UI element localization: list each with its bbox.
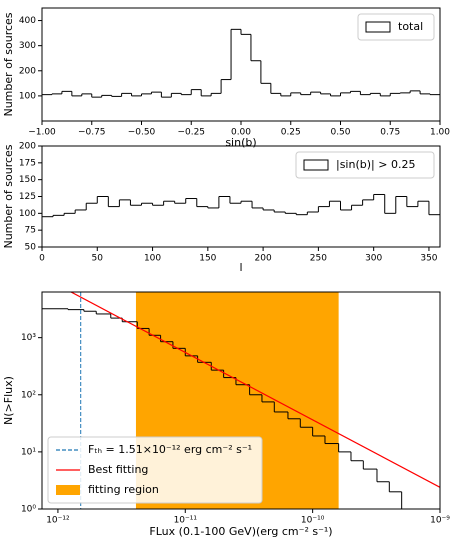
y-tick-label: 175 — [19, 158, 36, 168]
panel: 10⁻¹² 10⁻¹¹ 10⁻¹⁰ 10⁻⁹ 10⁰ 10¹ 10² 10³ FLux (0.1… — [2, 291, 450, 538]
x-tick-label: 250 — [310, 254, 327, 264]
y-tick-label: 400 — [19, 16, 36, 26]
fit-line — [69, 292, 440, 488]
y-axis-label: Number of sources — [2, 144, 15, 248]
y-tick-label: 50 — [25, 243, 37, 253]
y-tick-label: 300 — [19, 41, 36, 51]
legend-swatch — [365, 21, 391, 33]
y-axis-label: N(>Flux) — [2, 376, 15, 425]
legend: |sin(b)| > 0.25 — [295, 151, 435, 179]
y-tick-label: 10² — [21, 390, 36, 400]
x-tick-label: 0.00 — [231, 128, 251, 138]
y-tick-label: 100 — [19, 209, 36, 219]
y-tick-label: 10³ — [21, 333, 36, 343]
legend-label: Fₜₕ = 1.51×10⁻¹² erg cm⁻² s⁻¹ — [88, 443, 252, 456]
legend-label: |sin(b)| > 0.25 — [336, 158, 415, 171]
legend-label: fitting region — [88, 483, 159, 496]
y-tick-label: 100 — [19, 91, 36, 101]
x-tick-label: −0.25 — [177, 128, 205, 138]
x-tick-label: −0.50 — [128, 128, 156, 138]
panel: −1.00 −0.75 −0.50 −0.25 0.00 0.25 0.50 0.75 1.00… — [2, 7, 450, 149]
legend-swatch — [303, 159, 329, 171]
legend-swatch — [56, 485, 80, 495]
legend-box — [47, 436, 263, 504]
x-tick-label: 10⁻¹² — [46, 516, 70, 526]
x-tick-label: 1.00 — [430, 128, 450, 138]
x-tick-label: 10⁻¹⁰ — [301, 516, 325, 526]
legend: Fₜₕ = 1.51×10⁻¹² erg cm⁻² s⁻¹ Best fittin… — [47, 436, 263, 504]
y-tick-label: 150 — [19, 175, 36, 185]
y-axis-label: Number of sources — [2, 12, 15, 116]
x-tick-label: 150 — [199, 254, 216, 264]
y-tick-label: 10⁰ — [21, 505, 36, 515]
legend-box — [295, 151, 435, 179]
x-tick-label: 0 — [39, 254, 45, 264]
plot-area — [42, 193, 440, 247]
x-axis-label: l — [239, 261, 242, 274]
y-tick-label: 75 — [25, 226, 36, 236]
x-tick-label: −0.75 — [78, 128, 106, 138]
panel: 0 50 100 150 200 250 300 3505075100125150175200… — [2, 142, 441, 274]
x-tick-label: 0.75 — [380, 128, 400, 138]
y-tick-label: 200 — [19, 66, 36, 76]
legend-label: Best fitting — [88, 463, 148, 476]
x-tick-label: −1.00 — [28, 128, 56, 138]
x-axis-label: sin(b) — [225, 136, 256, 149]
x-tick-label: 10⁻¹¹ — [174, 516, 198, 526]
x-tick-label: 100 — [144, 254, 161, 264]
x-tick-label: 350 — [420, 254, 437, 264]
x-tick-label: 0.25 — [281, 128, 301, 138]
legend: total — [357, 13, 435, 41]
legend-box — [357, 13, 435, 41]
y-tick-label: 10¹ — [21, 447, 36, 457]
x-tick-label: 200 — [255, 254, 272, 264]
x-tick-label: 0.50 — [330, 128, 350, 138]
x-tick-label: 50 — [92, 254, 104, 264]
axes-frame — [41, 291, 441, 510]
legend-label: total — [398, 20, 423, 33]
y-tick-label: 125 — [19, 192, 36, 202]
y-tick-label: 200 — [19, 142, 36, 152]
x-axis-label: FLux (0.1-100 GeV)(erg cm⁻² s⁻¹) — [149, 525, 332, 538]
plot-area — [42, 28, 440, 121]
x-tick-label: 300 — [365, 254, 382, 264]
x-tick-label: 10⁻⁹ — [430, 516, 450, 526]
